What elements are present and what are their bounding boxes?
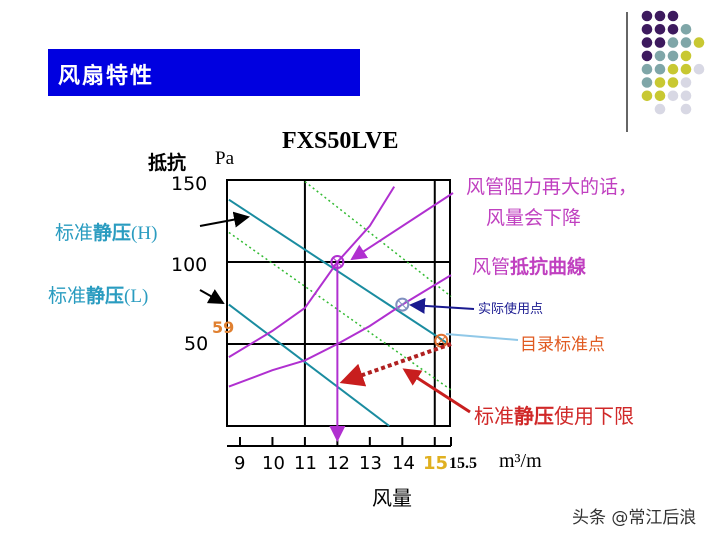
title-bar: 风扇特性 xyxy=(48,49,360,96)
text: 标准 xyxy=(48,285,87,307)
decor-dot xyxy=(641,90,653,102)
label-h-pointer xyxy=(199,211,250,228)
decor-dot xyxy=(654,10,666,22)
decor-dot xyxy=(680,50,692,62)
text: 使用下限 xyxy=(554,404,634,428)
annotation-lower-limit: 标准静压使用下限 xyxy=(474,400,634,429)
decor-dot xyxy=(667,50,679,62)
decor-dot xyxy=(680,63,692,75)
actual-point-pointer xyxy=(409,297,475,314)
fan-curve-0 xyxy=(228,198,452,347)
x-tick: 14 xyxy=(392,453,415,474)
y-tick-100: 100 xyxy=(171,254,208,276)
x-tick: 9 xyxy=(234,453,246,474)
decor-dot xyxy=(667,77,679,88)
y-axis-label: 抵抗 xyxy=(148,152,187,174)
decor-dot xyxy=(667,90,679,102)
duct-curve-4 xyxy=(228,186,396,358)
decor-dot xyxy=(667,24,679,35)
point-cross xyxy=(397,300,407,309)
annotation-duct-resistance: 风管阻力再大的话， xyxy=(466,176,638,198)
decor-dot xyxy=(654,50,666,62)
text: (L) xyxy=(124,286,149,307)
decor-dot xyxy=(680,90,692,102)
annotation-airflow-drop: 风量会下降 xyxy=(486,207,582,229)
x-tick: 15.5 xyxy=(449,455,477,472)
y-tick-50: 50 xyxy=(184,333,209,355)
point-cross xyxy=(333,257,342,267)
fan-curve-1 xyxy=(228,303,390,427)
decor-dot xyxy=(641,37,653,48)
x-tick: 12 xyxy=(327,453,350,474)
point-marker xyxy=(395,297,410,312)
x-tick: 11 xyxy=(294,453,317,474)
decor-dot xyxy=(667,10,679,22)
x-tick-highlight: 15 xyxy=(423,453,449,474)
decor-dot xyxy=(654,103,666,115)
decor-dot xyxy=(641,77,653,88)
catalog-point-pointer xyxy=(445,333,519,341)
decor-dot xyxy=(680,24,692,35)
decor-dot xyxy=(654,77,666,88)
annotation-actual-point: 实际使用点 xyxy=(478,302,544,317)
lower-limit-arrow xyxy=(339,342,452,387)
guide-line-3 xyxy=(228,231,452,391)
decor-dot xyxy=(693,63,705,75)
decor-dot xyxy=(654,90,666,102)
slide-title: 风扇特性 xyxy=(58,64,155,89)
decor-dot xyxy=(680,37,692,48)
resistance-arrow xyxy=(350,192,454,261)
decor-dot xyxy=(667,37,679,48)
x-tick: 13 xyxy=(359,453,382,474)
decor-dot xyxy=(654,63,666,75)
annotation-catalog-point: 目录标准点 xyxy=(520,335,605,355)
x-axis-label: 风量 xyxy=(372,486,412,510)
decor-dot xyxy=(641,63,653,75)
label-standard-pressure-h: 标准静压(H) xyxy=(55,218,157,245)
text: 标准 xyxy=(55,222,94,244)
watermark: 头条 @常江后浪 xyxy=(572,508,697,528)
decor-dot xyxy=(693,37,705,48)
decor-dot xyxy=(667,63,679,75)
decor-dot xyxy=(680,103,692,115)
label-standard-pressure-l: 标准静压(L) xyxy=(48,281,148,308)
y-axis-unit: Pa xyxy=(215,148,234,169)
text: 标准 xyxy=(474,404,514,428)
text: 静压 xyxy=(93,222,132,244)
decor-dot xyxy=(654,24,666,35)
y-tick-150: 150 xyxy=(171,173,208,195)
chart-title: FXS50LVE xyxy=(282,128,399,154)
label-l-pointer xyxy=(199,289,225,304)
decor-dot xyxy=(641,50,653,62)
decor-dot xyxy=(641,10,653,22)
x-tick: 10 xyxy=(262,453,285,474)
text: 风管 xyxy=(472,256,511,278)
decor-dot xyxy=(641,24,653,35)
y-highlight-59: 59 xyxy=(212,318,235,337)
decor-dot xyxy=(654,37,666,48)
text: (H) xyxy=(131,223,158,244)
lower-limit-pointer xyxy=(402,368,471,414)
text: 静压 xyxy=(514,404,554,428)
annotation-duct-curve: 风管抵抗曲線 xyxy=(472,252,586,279)
decor-dot xyxy=(680,77,692,88)
text: 静压 xyxy=(86,285,125,307)
x-axis-unit: m³/m xyxy=(499,450,542,472)
point-marker xyxy=(330,255,345,269)
text: 抵抗曲線 xyxy=(510,256,587,278)
point-cross xyxy=(436,336,446,346)
guide-line-2 xyxy=(304,181,452,297)
